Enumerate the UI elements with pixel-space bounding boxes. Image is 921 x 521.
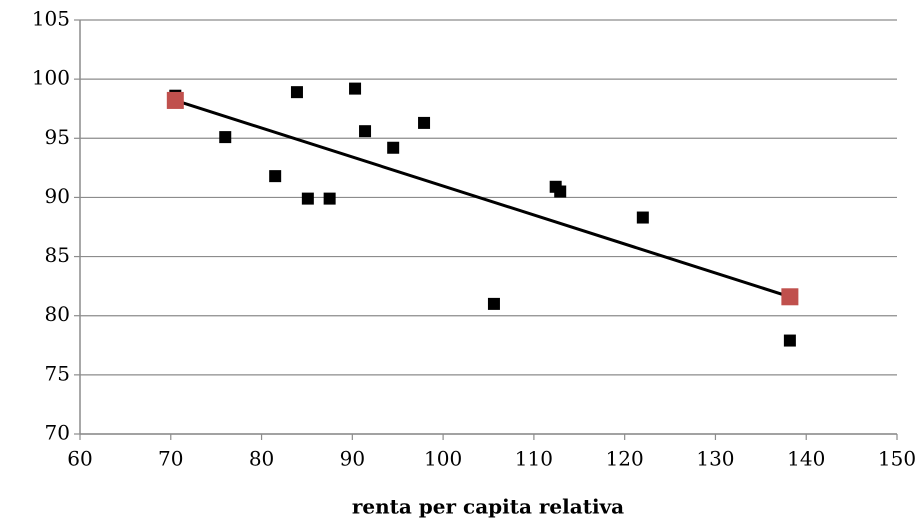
x-tick-label: 60 (67, 447, 92, 471)
x-tick-label: 70 (158, 447, 183, 471)
point (301, 192, 314, 205)
y-tick-label: 105 (32, 7, 70, 31)
x-tick-label: 90 (340, 447, 365, 471)
point (487, 297, 500, 310)
point (323, 192, 336, 205)
point (554, 185, 567, 198)
point (166, 91, 184, 109)
point (418, 116, 431, 129)
y-tick-label: 100 (32, 66, 70, 90)
x-tick-label: 140 (787, 447, 825, 471)
y-tick-label: 75 (45, 361, 70, 385)
point (783, 334, 796, 347)
point (387, 141, 400, 154)
point (269, 170, 282, 183)
trend-line (174, 99, 791, 299)
x-tick-label: 150 (878, 447, 916, 471)
y-tick-label: 85 (45, 243, 70, 267)
point (219, 131, 232, 144)
x-tick-label: 80 (249, 447, 274, 471)
point (290, 86, 303, 99)
point (636, 211, 649, 224)
x-tick-label: 110 (515, 447, 553, 471)
x-tick-label: 120 (606, 447, 644, 471)
x-axis-label: renta per capita relativa (352, 495, 624, 519)
y-tick-label: 80 (45, 302, 70, 326)
point (781, 288, 799, 306)
point (349, 82, 362, 95)
x-tick-label: 100 (424, 447, 462, 471)
y-tick-label: 95 (45, 125, 70, 149)
point (359, 125, 372, 138)
x-tick-label: 130 (696, 447, 734, 471)
y-tick-label: 70 (45, 421, 70, 445)
y-tick-label: 90 (45, 184, 70, 208)
